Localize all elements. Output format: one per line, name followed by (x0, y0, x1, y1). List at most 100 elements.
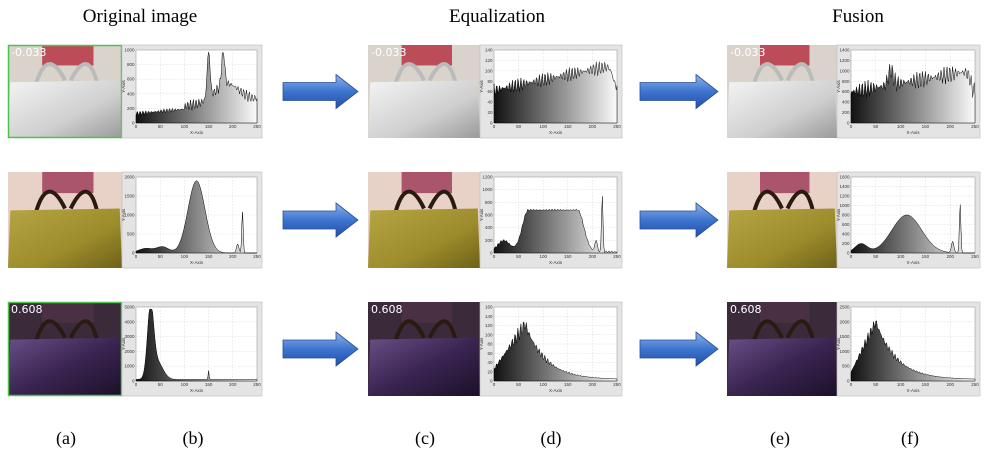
similarity-score: 0.608 (371, 303, 403, 316)
y-tick-label: 0 (490, 121, 493, 126)
x-tick-label: 250 (613, 254, 621, 259)
y-tick-label: 200 (485, 238, 493, 243)
x-tick-label: 50 (158, 254, 164, 259)
y-tick-label: 80 (487, 79, 493, 84)
y-tick-label: 400 (842, 100, 850, 105)
bag-handle (34, 189, 99, 212)
x-axis-label: X-Axis (906, 260, 920, 265)
histogram-shape (493, 61, 618, 124)
x-tick-label: 250 (613, 382, 621, 387)
y-tick-label: 40 (487, 360, 493, 365)
x-tick-label: 0 (850, 254, 853, 259)
x-tick-label: 100 (897, 124, 905, 129)
y-axis-label: Y-Axis (479, 337, 484, 350)
y-tick-label: 400 (842, 232, 850, 237)
bag (8, 208, 122, 268)
x-tick-label: 100 (539, 124, 547, 129)
bag (727, 80, 837, 138)
bag-handle (752, 319, 815, 341)
x-axis-label: X-Axis (190, 130, 204, 135)
arrow (282, 331, 359, 367)
photo-top (42, 172, 94, 194)
y-tick-label: 400 (485, 225, 493, 230)
y-tick-label: 80 (487, 342, 493, 347)
y-tick-label: 1000 (482, 187, 493, 192)
bag (368, 80, 480, 138)
arrow (282, 73, 359, 110)
x-tick-label: 0 (850, 124, 853, 129)
column-title: Fusion (832, 6, 884, 27)
x-tick-label: 200 (229, 382, 237, 387)
x-axis-label: X-Axis (190, 388, 204, 393)
photo-top (401, 45, 452, 66)
y-tick-label: 200 (842, 110, 850, 115)
y-tick-label: 60 (487, 89, 493, 94)
x-tick-label: 250 (613, 124, 621, 129)
arrow (639, 73, 719, 110)
column-title: Original image (83, 6, 198, 27)
bag (368, 208, 480, 268)
column-title: Equalization (449, 6, 546, 27)
x-tick-label: 200 (589, 254, 597, 259)
y-tick-label: 20 (487, 369, 493, 374)
x-tick-label: 50 (873, 254, 879, 259)
photo-top (42, 45, 94, 66)
panel-label: (d) (541, 428, 562, 449)
y-tick-label: 5000 (124, 305, 135, 310)
y-tick-label: 140 (485, 48, 493, 53)
bag-handle (752, 62, 815, 83)
bag-handle (34, 319, 99, 341)
panel-label: (b) (183, 428, 204, 449)
similarity-score: -0.033 (730, 46, 765, 59)
y-tick-label: 100 (485, 68, 493, 73)
photo-border (7, 44, 123, 139)
x-tick-label: 200 (589, 382, 597, 387)
y-tick-label: 3000 (124, 334, 135, 339)
similarity-score: -0.033 (371, 46, 406, 59)
y-tick-label: 600 (842, 89, 850, 94)
arrow (639, 331, 719, 367)
x-tick-label: 200 (946, 254, 954, 259)
y-axis-label: Y-Axis (121, 208, 126, 221)
x-tick-label: 150 (922, 382, 930, 387)
y-tick-label: 0 (132, 379, 135, 384)
panel-label: (f) (901, 428, 919, 449)
y-tick-label: 100 (485, 332, 493, 337)
x-tick-label: 100 (181, 382, 189, 387)
x-tick-label: 250 (253, 382, 261, 387)
x-tick-label: 50 (873, 382, 879, 387)
similarity-score: 0.608 (730, 303, 762, 316)
bag-handle (394, 62, 458, 83)
x-axis-label: X-Axis (549, 130, 563, 135)
x-tick-label: 200 (229, 124, 237, 129)
y-tick-label: 1500 (839, 334, 850, 339)
y-tick-label: 600 (127, 77, 135, 82)
y-axis-label: Y-Axis (836, 79, 841, 92)
y-tick-label: 400 (127, 91, 135, 96)
y-tick-label: 0 (490, 251, 493, 256)
histogram-shape (135, 51, 258, 124)
y-tick-label: 140 (485, 314, 493, 319)
y-tick-label: 600 (842, 222, 850, 227)
x-tick-label: 250 (971, 382, 979, 387)
photo-top (401, 172, 452, 194)
bag (727, 208, 837, 268)
x-tick-label: 150 (564, 382, 572, 387)
panel-label: (e) (770, 428, 790, 449)
y-tick-label: 2500 (839, 305, 850, 310)
histogram-shape (493, 321, 618, 382)
x-tick-label: 50 (516, 124, 522, 129)
x-tick-label: 0 (135, 124, 138, 129)
x-tick-label: 150 (564, 254, 572, 259)
y-tick-label: 4000 (124, 319, 135, 324)
photo-border (7, 301, 123, 397)
bag-handle (394, 189, 458, 212)
y-tick-label: 600 (485, 213, 493, 218)
y-tick-label: 0 (132, 121, 135, 126)
y-tick-label: 2000 (839, 319, 850, 324)
histogram-shape (850, 64, 976, 124)
x-axis-label: X-Axis (906, 130, 920, 135)
y-axis-label: Y-Axis (121, 337, 126, 350)
histogram-shape (850, 320, 976, 382)
x-tick-label: 100 (181, 254, 189, 259)
